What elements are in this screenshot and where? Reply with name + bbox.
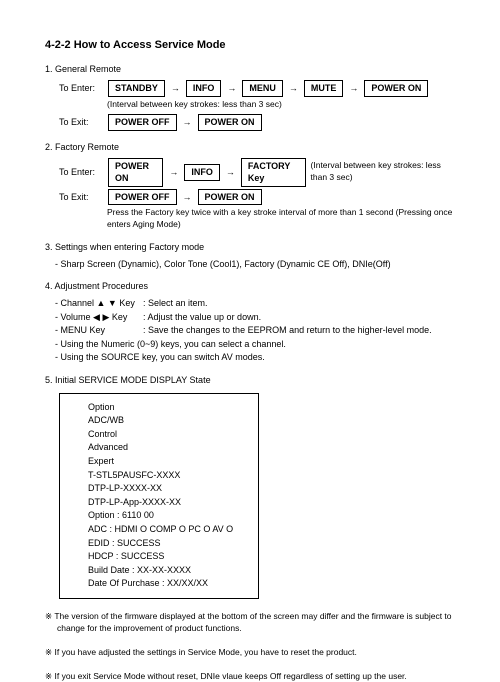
s5-head: 5. Initial SERVICE MODE DISPLAY State — [45, 374, 455, 387]
svc-line: HDCP : SUCCESS — [88, 550, 240, 563]
service-mode-box: Option ADC/WB Control Advanced Expert T-… — [59, 393, 259, 599]
key-power-off: POWER OFF — [108, 189, 177, 206]
key-standby: STANDBY — [108, 80, 165, 97]
key-info: INFO — [186, 80, 222, 97]
key-power-on: POWER ON — [108, 158, 163, 187]
s3-head: 3. Settings when entering Factory mode — [45, 241, 455, 254]
key-menu: MENU — [242, 80, 283, 97]
s4-b-val: : Adjust the value up or down. — [143, 312, 261, 322]
s4-c: - MENU Key: Save the changes to the EEPR… — [55, 324, 455, 337]
svc-line: Date Of Purchase : XX/XX/XX — [88, 577, 240, 590]
svc-line: DTP-LP-XXXX-XX — [88, 482, 240, 495]
svc-line: Control — [88, 428, 240, 441]
arrow-icon: → — [182, 191, 193, 204]
arrow-icon: → — [348, 82, 359, 95]
s2-head: 2. Factory Remote — [45, 141, 455, 154]
s2-exit-note: Press the Factory key twice with a key s… — [107, 207, 455, 231]
svc-line: T-STL5PAUSFC-XXXX — [88, 469, 240, 482]
svc-line: DTP-LP-App-XXXX-XX — [88, 496, 240, 509]
s4-b-lbl: - Volume ◀ ▶ Key — [55, 311, 143, 324]
svc-line: EDID : SUCCESS — [88, 537, 240, 550]
s2-exit-label: To Exit: — [59, 191, 103, 204]
s2-enter-label: To Enter: — [59, 166, 103, 179]
s4-c-val: : Save the changes to the EEPROM and ret… — [143, 325, 432, 335]
s3-line: - Sharp Screen (Dynamic), Color Tone (Co… — [55, 258, 455, 271]
svc-line: ADC/WB — [88, 414, 240, 427]
s1-enter-label: To Enter: — [59, 82, 103, 95]
s4-head: 4. Adjustment Procedures — [45, 280, 455, 293]
s4-b: - Volume ◀ ▶ Key: Adjust the value up or… — [55, 311, 455, 324]
svc-line: Option : 6110 00 — [88, 509, 240, 522]
footnote-1: ※ The version of the firmware displayed … — [45, 611, 455, 635]
page-title: 4-2-2 How to Access Service Mode — [45, 38, 455, 53]
arrow-icon: → — [226, 82, 237, 95]
svc-line: Expert — [88, 455, 240, 468]
svc-line: Option — [88, 401, 240, 414]
arrow-icon: → — [225, 166, 236, 179]
key-power-on: POWER ON — [364, 80, 428, 97]
s1-head: 1. General Remote — [45, 63, 455, 76]
key-factory: FACTORY Key — [241, 158, 306, 187]
s4-a: - Channel ▲ ▼ Key: Select an item. — [55, 297, 455, 310]
s2-exit-row: To Exit: POWER OFF → POWER ON — [59, 189, 455, 206]
s4-a-lbl: - Channel ▲ ▼ Key — [55, 297, 143, 310]
s1-enter-row: To Enter: STANDBY → INFO → MENU → MUTE →… — [59, 80, 455, 97]
s4-c-lbl: - MENU Key — [55, 324, 143, 337]
key-mute: MUTE — [304, 80, 344, 97]
svc-line: Build Date : XX-XX-XXXX — [88, 564, 240, 577]
s2-enter-row: To Enter: POWER ON → INFO → FACTORY Key … — [59, 158, 455, 187]
s2-enter-note: (Interval between key strokes: less than… — [311, 160, 455, 184]
footnote-3: ※ If you exit Service Mode without reset… — [45, 671, 455, 682]
svc-line: Advanced — [88, 441, 240, 454]
s4-d: - Using the Numeric (0~9) keys, you can … — [55, 338, 455, 351]
footnote-2: ※ If you have adjusted the settings in S… — [45, 647, 455, 659]
s4-e: - Using the SOURCE key, you can switch A… — [55, 351, 455, 364]
s1-exit-label: To Exit: — [59, 116, 103, 129]
key-info: INFO — [184, 164, 220, 181]
s1-exit-row: To Exit: POWER OFF → POWER ON — [59, 114, 455, 131]
key-power-on: POWER ON — [198, 189, 262, 206]
svc-line: ADC : HDMI O COMP O PC O AV O — [88, 523, 240, 536]
arrow-icon: → — [288, 82, 299, 95]
s4-a-val: : Select an item. — [143, 298, 208, 308]
s1-enter-note: (Interval between key strokes: less than… — [107, 99, 455, 111]
key-power-on: POWER ON — [198, 114, 262, 131]
arrow-icon: → — [182, 116, 193, 129]
key-power-off: POWER OFF — [108, 114, 177, 131]
arrow-icon: → — [170, 82, 181, 95]
arrow-icon: → — [168, 166, 179, 179]
